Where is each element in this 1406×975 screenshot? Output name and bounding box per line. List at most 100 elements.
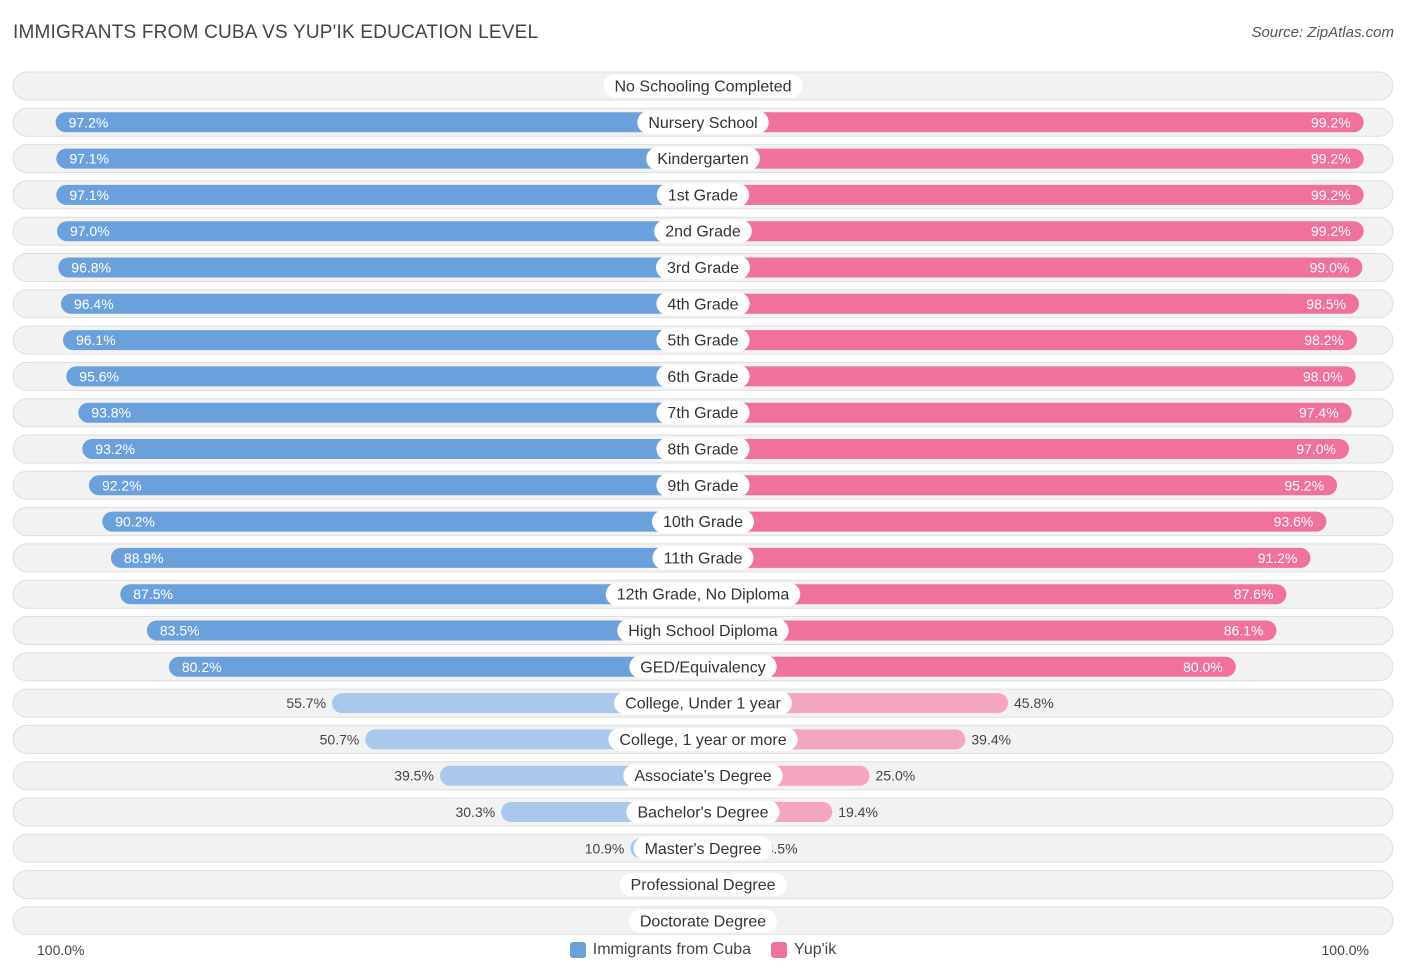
- bar-yupik: [703, 584, 1287, 605]
- bar-immigrants-from-cuba: [55, 112, 703, 133]
- bar-immigrants-from-cuba: [56, 184, 703, 205]
- value-label-immigrants-from-cuba: 87.5%: [133, 586, 173, 602]
- bar-immigrants-from-cuba: [120, 584, 703, 605]
- bar-yupik: [703, 148, 1364, 169]
- category-label-background: [603, 74, 803, 98]
- category-label: 12th Grade, No Diploma: [617, 587, 790, 604]
- legend: Immigrants from Cuba Yup'ik: [0, 940, 1406, 960]
- value-label-immigrants-from-cuba: 97.1%: [69, 151, 109, 167]
- value-label-immigrants-from-cuba: 83.5%: [160, 623, 200, 639]
- value-label-yupik: 99.2%: [1311, 114, 1351, 130]
- bar-yupik: [703, 402, 1352, 423]
- value-label-immigrants-from-cuba: 97.2%: [69, 114, 109, 130]
- category-label-background: [614, 691, 792, 715]
- value-label-yupik: 19.4%: [838, 804, 878, 820]
- bar-immigrants-from-cuba: [332, 693, 703, 714]
- value-label-yupik: 25.0%: [876, 768, 916, 784]
- chart-row: 97.1% 99.2% 1st Grade: [12, 180, 1394, 210]
- value-label-immigrants-from-cuba: 88.9%: [124, 550, 164, 566]
- category-label-background: [646, 147, 760, 171]
- chart-canvas: 2.8%1.2%No Schooling Completed 97.2% 99.2%…: [12, 71, 1394, 935]
- category-label-background: [623, 764, 783, 788]
- category-label-background: [626, 800, 780, 824]
- value-label-yupik: 95.2%: [1284, 477, 1324, 493]
- category-label: 2nd Grade: [665, 224, 741, 241]
- bar-immigrants-from-cuba: [146, 620, 703, 641]
- value-label-yupik: 91.2%: [1258, 550, 1298, 566]
- value-label-immigrants-from-cuba: 30.3%: [455, 804, 495, 820]
- category-label: 11th Grade: [664, 550, 743, 567]
- value-label-immigrants-from-cuba: 96.8%: [71, 260, 111, 276]
- value-label-immigrants-from-cuba: 92.2%: [102, 477, 142, 493]
- value-label-yupik: 97.0%: [1296, 441, 1336, 457]
- value-label-yupik: 99.0%: [1310, 260, 1350, 276]
- bar-immigrants-from-cuba: [88, 475, 703, 496]
- bar-immigrants-from-cuba: [168, 656, 704, 677]
- value-label-immigrants-from-cuba: 96.1%: [76, 332, 116, 348]
- bar-immigrants-from-cuba: [56, 221, 704, 242]
- bar-immigrants-from-cuba: [60, 293, 703, 314]
- category-label: College, Under 1 year: [625, 696, 781, 713]
- category-label-background: [656, 473, 750, 497]
- bar-yupik: [703, 439, 1350, 459]
- category-label: 9th Grade: [667, 478, 738, 495]
- bar-yupik: [703, 475, 1338, 496]
- value-label-yupik: 80.0%: [1183, 659, 1223, 675]
- category-label-background: [656, 328, 750, 352]
- bar-immigrants-from-cuba: [102, 511, 703, 532]
- value-label-immigrants-from-cuba: 97.1%: [69, 187, 109, 203]
- category-label: Master's Degree: [645, 841, 762, 858]
- legend-swatch-cuba: [569, 942, 586, 958]
- category-label: 5th Grade: [667, 333, 738, 350]
- category-label-background: [617, 619, 789, 642]
- bar-yupik: [703, 112, 1364, 133]
- axis-left-label: 100.0%: [37, 942, 85, 958]
- chart-row: 1.2%1.3%Doctorate Degree: [12, 906, 1394, 935]
- bar-immigrants-from-cuba: [62, 330, 703, 351]
- chart-row: 83.5% 86.1% High School Diploma: [12, 616, 1394, 645]
- value-label-yupik: 98.2%: [1304, 332, 1344, 348]
- bar-yupik: [703, 366, 1356, 387]
- value-label-yupik: 8.5%: [766, 840, 798, 856]
- category-label: No Schooling Completed: [615, 79, 792, 96]
- category-label: 3rd Grade: [667, 260, 739, 277]
- chart-row: 88.9% 91.2% 11th Grade: [12, 543, 1394, 573]
- chart-row: 93.2% 97.0% 8th Grade: [12, 434, 1394, 464]
- category-label: 6th Grade: [667, 369, 738, 386]
- chart-row: 92.2% 95.2% 9th Grade: [12, 470, 1394, 500]
- category-label: Bachelor's Degree: [637, 805, 768, 822]
- category-label: 7th Grade: [667, 405, 738, 422]
- bar-immigrants-from-cuba: [66, 366, 703, 387]
- value-label-yupik: 98.0%: [1303, 368, 1343, 384]
- category-label-background: [651, 510, 755, 534]
- value-label-yupik: 99.2%: [1311, 187, 1351, 203]
- bar-immigrants-from-cuba: [56, 148, 703, 169]
- category-label-background: [656, 401, 750, 425]
- category-label: College, 1 year or more: [619, 732, 786, 749]
- value-label-immigrants-from-cuba: 55.7%: [286, 695, 326, 711]
- chart-row: 87.5% 87.6% 12th Grade, No Diploma: [12, 579, 1394, 609]
- legend-item-cuba[interactable]: Immigrants from Cuba: [569, 940, 751, 960]
- chart-row: 10.9% 8.5%Master's Degree: [12, 833, 1394, 863]
- value-label-immigrants-from-cuba: 80.2%: [182, 659, 222, 675]
- category-label: Doctorate Degree: [640, 913, 766, 930]
- bar-yupik: [703, 257, 1363, 278]
- legend-item-yupik[interactable]: Yup'ik: [771, 940, 836, 960]
- value-label-yupik: 98.5%: [1306, 296, 1346, 312]
- value-label-yupik: 45.8%: [1014, 695, 1054, 711]
- chart-row: 97.2% 99.2% Nursery School: [12, 107, 1394, 137]
- value-label-immigrants-from-cuba: 97.0%: [70, 223, 110, 239]
- category-label: 1st Grade: [668, 187, 738, 204]
- category-label-background: [656, 183, 750, 207]
- category-label-background: [656, 437, 750, 461]
- bar-immigrants-from-cuba: [82, 439, 703, 459]
- category-label: Kindergarten: [657, 151, 749, 168]
- value-label-immigrants-from-cuba: 90.2%: [115, 514, 155, 530]
- value-label-yupik: 39.4%: [971, 731, 1011, 747]
- bar-yupik: [703, 221, 1364, 242]
- bar-yupik: [703, 293, 1360, 314]
- category-label-background: [605, 582, 801, 606]
- value-label-yupik: 87.6%: [1234, 586, 1274, 602]
- chart-row: 96.1% 98.2% 5th Grade: [12, 325, 1394, 355]
- category-label-background: [637, 110, 769, 134]
